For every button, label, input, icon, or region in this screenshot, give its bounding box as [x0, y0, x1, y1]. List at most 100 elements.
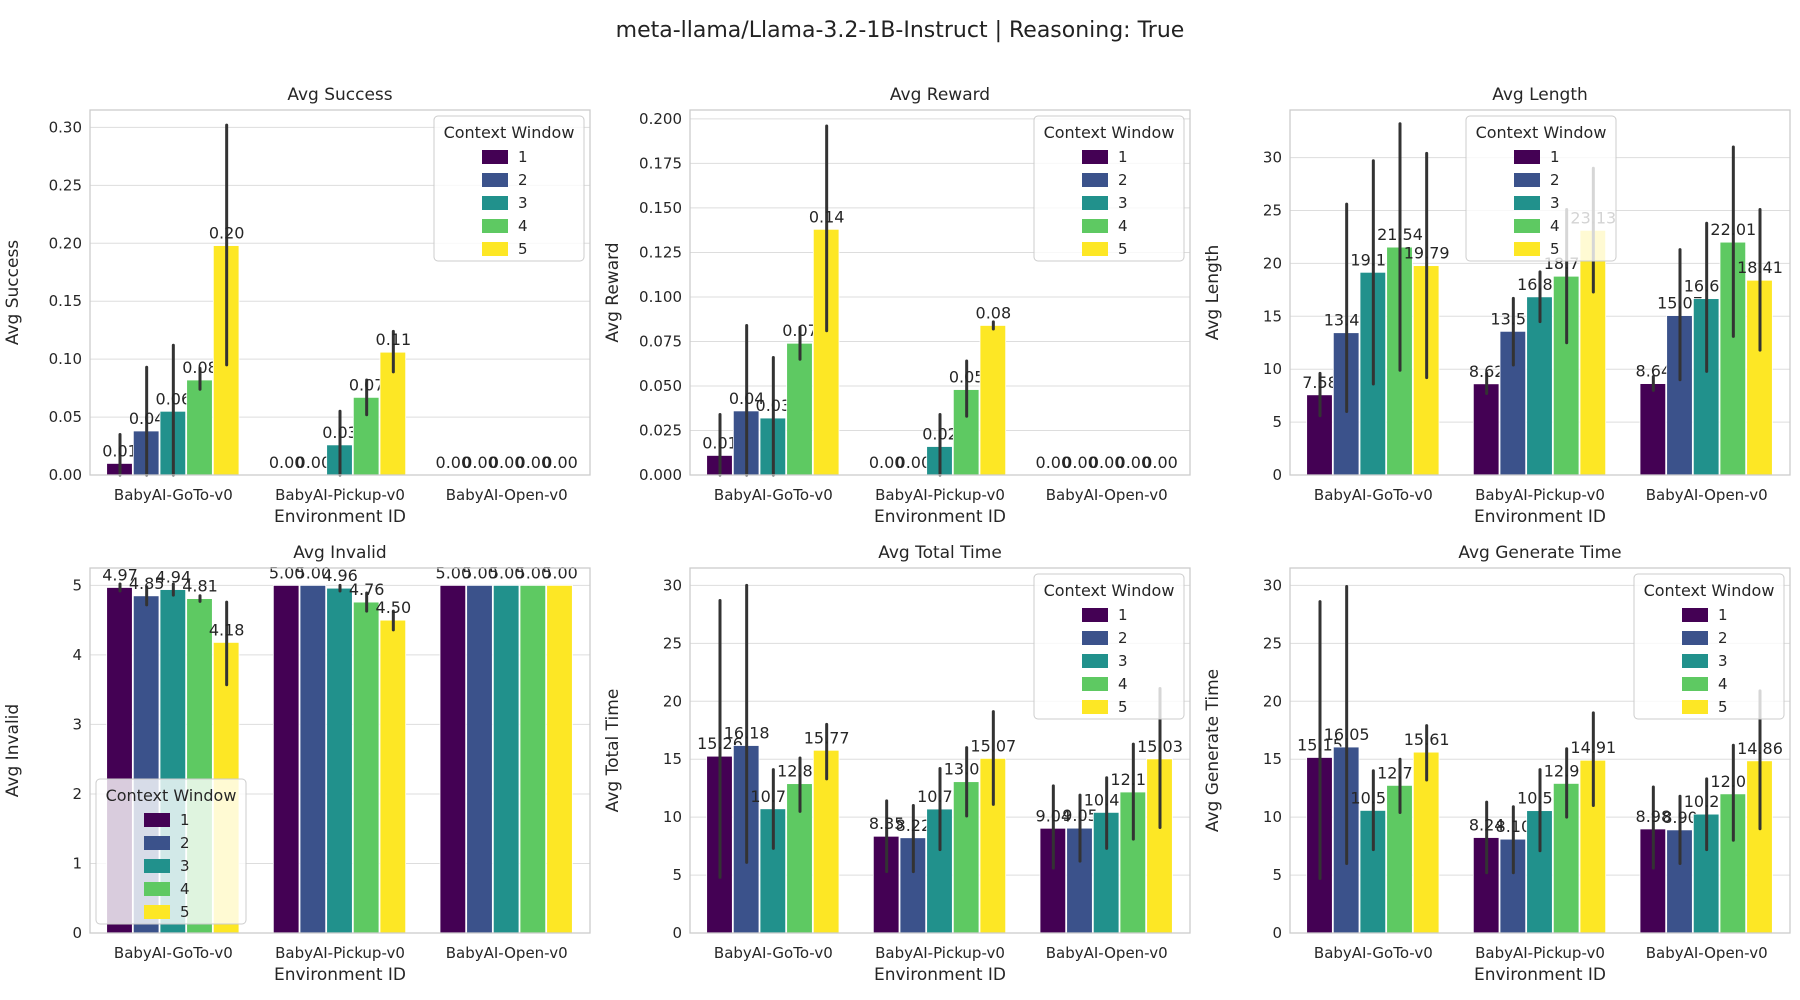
data-label: 0.11	[376, 330, 412, 349]
axes-frame	[689, 109, 1191, 476]
y-tick-label: 15	[1263, 307, 1282, 325]
legend: Context Window 1 2 3 4 5	[95, 778, 247, 925]
legend-entry: 2	[180, 834, 190, 852]
legend-box	[433, 115, 585, 262]
y-tick-label: 0.15	[49, 292, 82, 310]
legend-swatch	[1514, 242, 1540, 256]
data-label: 12.17	[1110, 770, 1156, 789]
data-label: 15.77	[804, 728, 850, 747]
x-tick-label: BabyAI-Pickup-v0	[275, 486, 405, 504]
legend-swatch	[1514, 219, 1540, 233]
legend-swatch	[144, 882, 170, 896]
y-tick-label: 0.05	[49, 408, 82, 426]
data-label: 8.24	[1469, 816, 1505, 835]
legend-entry: 5	[180, 903, 190, 921]
data-label: 13.58	[1490, 309, 1536, 328]
x-axis-label: Environment ID	[1474, 507, 1606, 527]
axes-frame	[89, 109, 591, 476]
legend-entry: 4	[1118, 217, 1128, 235]
data-label: 8.62	[1469, 362, 1505, 381]
legend-entry: 2	[1118, 629, 1128, 647]
y-tick-label: 0.050	[639, 377, 682, 395]
y-axis-label: Avg Length	[1203, 245, 1223, 341]
legend: Context Window 1 2 3 4 5	[1033, 573, 1185, 720]
panel-title: Avg Generate Time	[1458, 543, 1621, 563]
data-label: 15.15	[1297, 735, 1343, 754]
data-label: 0.00	[1036, 453, 1072, 472]
axes-frame	[1289, 109, 1791, 476]
data-label: 12.89	[777, 762, 823, 781]
y-axis-label: Avg Total Time	[603, 689, 623, 813]
data-label: 4.94	[156, 568, 192, 587]
legend-entry: 3	[1118, 194, 1128, 212]
data-label: 10.58	[1350, 788, 1396, 807]
data-label: 16.05	[1324, 725, 1370, 744]
panel-title: Avg Success	[287, 85, 392, 105]
legend: Context Window 1 2 3 4 5	[1465, 115, 1617, 262]
legend-entry: 3	[180, 857, 190, 875]
legend-swatch	[1082, 677, 1108, 691]
figure-title: meta-llama/Llama-3.2-1B-Instruct | Reaso…	[616, 18, 1185, 43]
data-label: 0.00	[896, 453, 932, 472]
y-tick-label: 5	[72, 576, 82, 594]
y-tick-label: 0.200	[639, 110, 682, 128]
legend-swatch	[482, 150, 508, 164]
data-label: 19.79	[1404, 244, 1450, 263]
data-label: 0.00	[489, 453, 525, 472]
y-tick-label: 15	[663, 750, 682, 768]
x-tick-label: BabyAI-GoTo-v0	[114, 944, 233, 962]
data-label: 12.74	[1377, 763, 1423, 782]
y-tick-label: 30	[1263, 149, 1282, 167]
y-tick-label: 5	[672, 866, 682, 884]
data-label: 15.07	[970, 736, 1016, 755]
legend-swatch	[144, 859, 170, 873]
legend-swatch	[1082, 654, 1108, 668]
data-label: 15.07	[1657, 294, 1703, 313]
legend-swatch	[144, 836, 170, 850]
legend-swatch	[482, 219, 508, 233]
data-label: 4.18	[209, 620, 245, 639]
legend-swatch	[1682, 677, 1708, 691]
legend-swatch	[1082, 219, 1108, 233]
legend-entry: 1	[1550, 148, 1560, 166]
axes-frame	[89, 567, 591, 934]
data-label: 0.00	[1142, 453, 1178, 472]
legend-box	[1633, 573, 1785, 720]
y-tick-label: 10	[1263, 808, 1282, 826]
data-label: 8.64	[1636, 362, 1672, 381]
legend-swatch	[1082, 608, 1108, 622]
chart-panel-1: 0.000.050.100.150.200.250.300.010.00 0.00…	[3, 85, 591, 527]
legend-swatch	[1514, 196, 1540, 210]
legend-entry: 3	[1718, 652, 1728, 670]
data-label: 14.91	[1570, 738, 1616, 757]
data-label: 7.58	[1302, 373, 1338, 392]
y-tick-label: 0.150	[639, 199, 682, 217]
legend-swatch	[1514, 173, 1540, 187]
y-tick-label: 30	[1263, 576, 1282, 594]
data-label: 0.06	[156, 389, 192, 408]
data-label: 12.91	[1544, 761, 1590, 780]
x-tick-label: BabyAI-GoTo-v0	[114, 486, 233, 504]
x-tick-label: BabyAI-Open-v0	[1646, 944, 1768, 962]
data-label: 15.03	[1137, 737, 1183, 756]
y-tick-label: 0.000	[639, 466, 682, 484]
data-label: 21.54	[1377, 225, 1423, 244]
legend-box	[95, 778, 247, 925]
panel-title: Avg Length	[1492, 85, 1588, 105]
legend-swatch	[1082, 631, 1108, 645]
y-tick-label: 20	[1263, 692, 1282, 710]
legend: Context Window 1 2 3 4 5	[433, 115, 585, 262]
y-tick-label: 5	[1272, 866, 1282, 884]
data-label: 8.10	[1496, 817, 1532, 836]
legend-entry: 4	[1118, 675, 1128, 693]
y-tick-label: 0	[72, 924, 82, 942]
legend-entry: 5	[1118, 698, 1128, 716]
panel-title: Avg Reward	[890, 85, 990, 105]
x-axis-label: Environment ID	[274, 965, 406, 985]
legend-entry: 3	[1550, 194, 1560, 212]
legend-entry: 4	[1718, 675, 1728, 693]
y-tick-label: 0.00	[49, 466, 82, 484]
legend-entry: 5	[1718, 698, 1728, 716]
